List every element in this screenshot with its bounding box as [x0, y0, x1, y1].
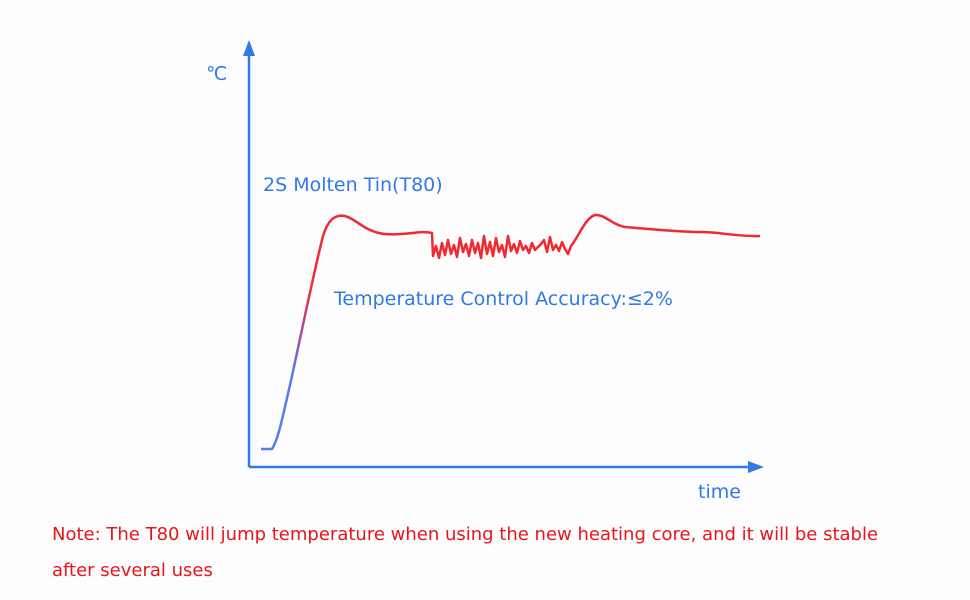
curve-label: 2S Molten Tin(T80): [263, 174, 443, 196]
temperature-curve: [321, 213, 761, 260]
note-line: Note: The T80 will jump temperature when…: [52, 524, 879, 545]
axes: [243, 40, 764, 473]
note-line: after several uses: [52, 560, 213, 581]
accuracy-label: Temperature Control Accuracy:≤2%: [333, 288, 673, 310]
x-arrow: [748, 461, 764, 473]
y-arrow: [243, 40, 255, 56]
y-axis-label: ℃: [206, 63, 227, 85]
rise-curve: [261, 235, 325, 451]
x-axis-label: time: [698, 481, 741, 503]
